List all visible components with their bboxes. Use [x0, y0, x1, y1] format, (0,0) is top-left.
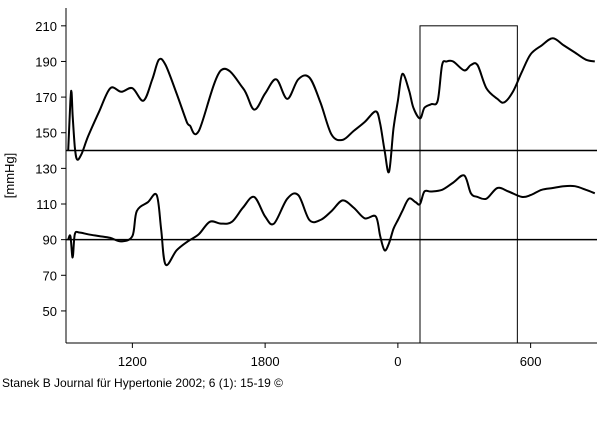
x-axis-ticks: 1200 1800 0 600 [118, 343, 542, 369]
y-tick-label: 210 [35, 19, 57, 34]
highlight-window [419, 25, 518, 344]
y-tick-label: 50 [43, 304, 57, 319]
y-axis-ticks: 50 70 90 110 130 150 170 190 210 [35, 19, 66, 319]
y-tick-label: 110 [36, 197, 57, 212]
y-tick-label: 170 [35, 90, 57, 105]
x-tick-label: 0 [394, 354, 401, 369]
y-axis-label: [mmHg] [2, 153, 17, 199]
series-layer [67, 37, 596, 267]
x-tick-label: 1800 [251, 354, 280, 369]
y-tick-label: 90 [43, 233, 57, 248]
reference-lines [66, 149, 597, 241]
x-tick-label: 600 [520, 354, 542, 369]
y-tick-label: 150 [35, 126, 57, 141]
series-line-2 [67, 174, 596, 267]
y-tick-label: 130 [35, 161, 57, 176]
blood-pressure-chart: 50 70 90 110 130 150 170 190 210 1200 1800 0 600 [m… [2, 8, 597, 369]
y-tick-label: 70 [43, 268, 57, 283]
series-line-1 [67, 37, 595, 174]
citation-footer: Stanek B Journal für Hypertonie 2002; 6 … [2, 376, 283, 390]
x-tick-label: 1200 [118, 354, 147, 369]
y-tick-label: 190 [35, 54, 57, 69]
